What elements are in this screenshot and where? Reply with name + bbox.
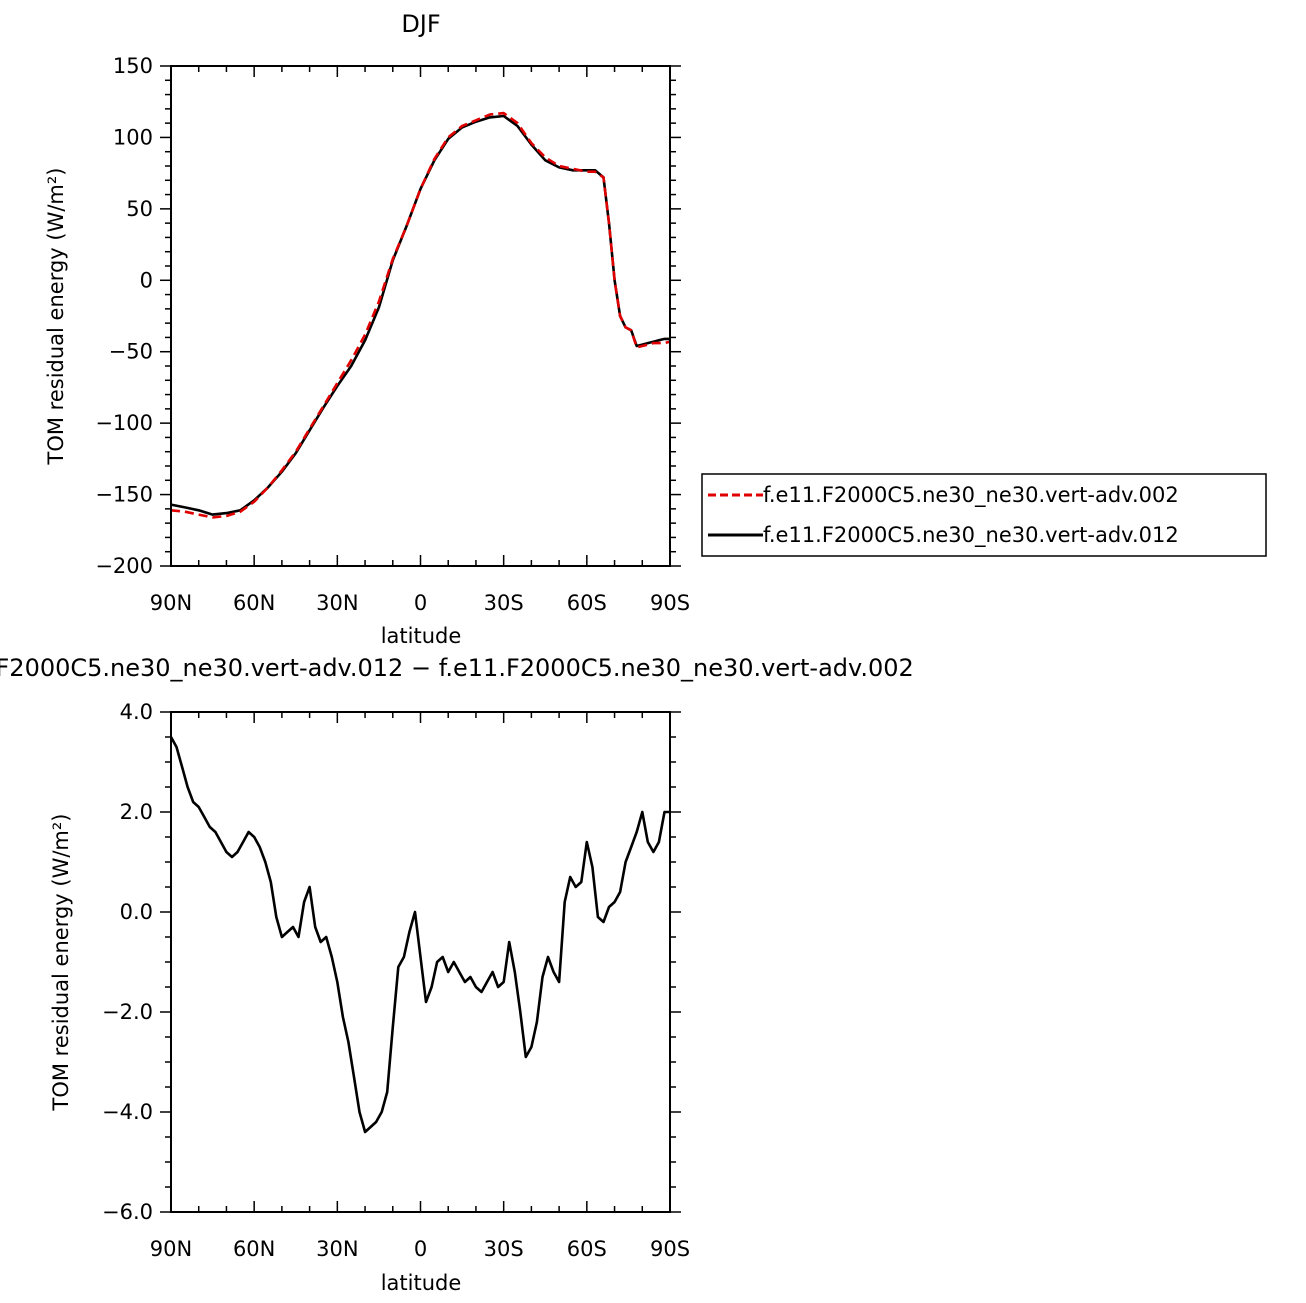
x-tick-label: 30N <box>316 591 358 615</box>
top-x-axis-title: latitude <box>381 624 462 648</box>
y-tick-label: 2.0 <box>120 800 153 824</box>
top-tick-labels: 90N 60N 30N 0 30S 60S 90S 150 100 50 0 −50 −100 −150 −… <box>95 54 690 615</box>
y-tick-label: −150 <box>95 483 153 507</box>
x-tick-label: 0 <box>414 1237 427 1261</box>
y-tick-label: 150 <box>113 54 153 78</box>
bottom-y-axis-title: TOM residual energy (W/m²) <box>49 814 73 1112</box>
legend-label-series-1: f.e11.F2000C5.ne30_ne30.vert-adv.002 <box>763 483 1179 508</box>
bottom-tick-labels: 90N 60N 30N 0 30S 60S 90S 4.0 2.0 0.0 −2.0 −4.0 −6.0 <box>102 700 690 1261</box>
x-tick-label: 90S <box>650 591 690 615</box>
bottom-plot-frame <box>170 711 671 1213</box>
series-line-1 <box>170 111 671 519</box>
top-axis-ticks <box>160 65 681 567</box>
x-tick-label: 90N <box>150 591 192 615</box>
y-tick-label: −6.0 <box>102 1200 153 1224</box>
x-tick-label: 0 <box>414 591 427 615</box>
x-tick-label: 90S <box>650 1237 690 1261</box>
y-tick-label: −4.0 <box>102 1100 153 1124</box>
y-tick-label: −50 <box>109 340 153 364</box>
x-tick-label: 60S <box>567 591 607 615</box>
x-tick-label: 60S <box>567 1237 607 1261</box>
bottom-series-layer <box>169 736 670 1134</box>
top-chart-title: DJF <box>401 10 440 38</box>
series-line-1 <box>169 736 670 1134</box>
legend: f.e11.F2000C5.ne30_ne30.vert-adv.002 f.e… <box>701 473 1267 557</box>
x-tick-label: 60N <box>233 1237 275 1261</box>
y-tick-label: 4.0 <box>120 700 153 724</box>
y-tick-label: −200 <box>95 554 153 578</box>
legend-box <box>701 473 1267 557</box>
y-tick-label: 100 <box>113 125 153 149</box>
series-line-2 <box>170 114 670 516</box>
y-tick-label: 0 <box>140 268 153 292</box>
y-tick-label: −100 <box>95 411 153 435</box>
x-tick-label: 90N <box>150 1237 192 1261</box>
bottom-chart-title: f.e11.F2000C5.ne30_ne30.vert-adv.012 − f… <box>0 654 914 682</box>
top-series-layer <box>170 111 671 519</box>
x-tick-label: 60N <box>233 591 275 615</box>
x-tick-label: 30N <box>316 1237 358 1261</box>
x-tick-label: 30S <box>484 591 524 615</box>
top-plot-frame <box>170 65 671 567</box>
bottom-x-axis-title: latitude <box>381 1271 462 1295</box>
y-tick-label: 50 <box>126 197 153 221</box>
legend-label-series-2: f.e11.F2000C5.ne30_ne30.vert-adv.012 <box>763 523 1179 548</box>
y-tick-label: 0.0 <box>120 900 153 924</box>
x-tick-label: 30S <box>484 1237 524 1261</box>
y-tick-label: −2.0 <box>102 1000 153 1024</box>
bottom-panel: f.e11.F2000C5.ne30_ne30.vert-adv.012 − f… <box>0 654 914 1295</box>
top-panel: DJF 90N 60N 30N 0 30S 60S 90S 150 100 50 0 −50 −100 −… <box>44 10 1267 648</box>
top-y-axis-title: TOM residual energy (W/m²) <box>44 168 68 466</box>
